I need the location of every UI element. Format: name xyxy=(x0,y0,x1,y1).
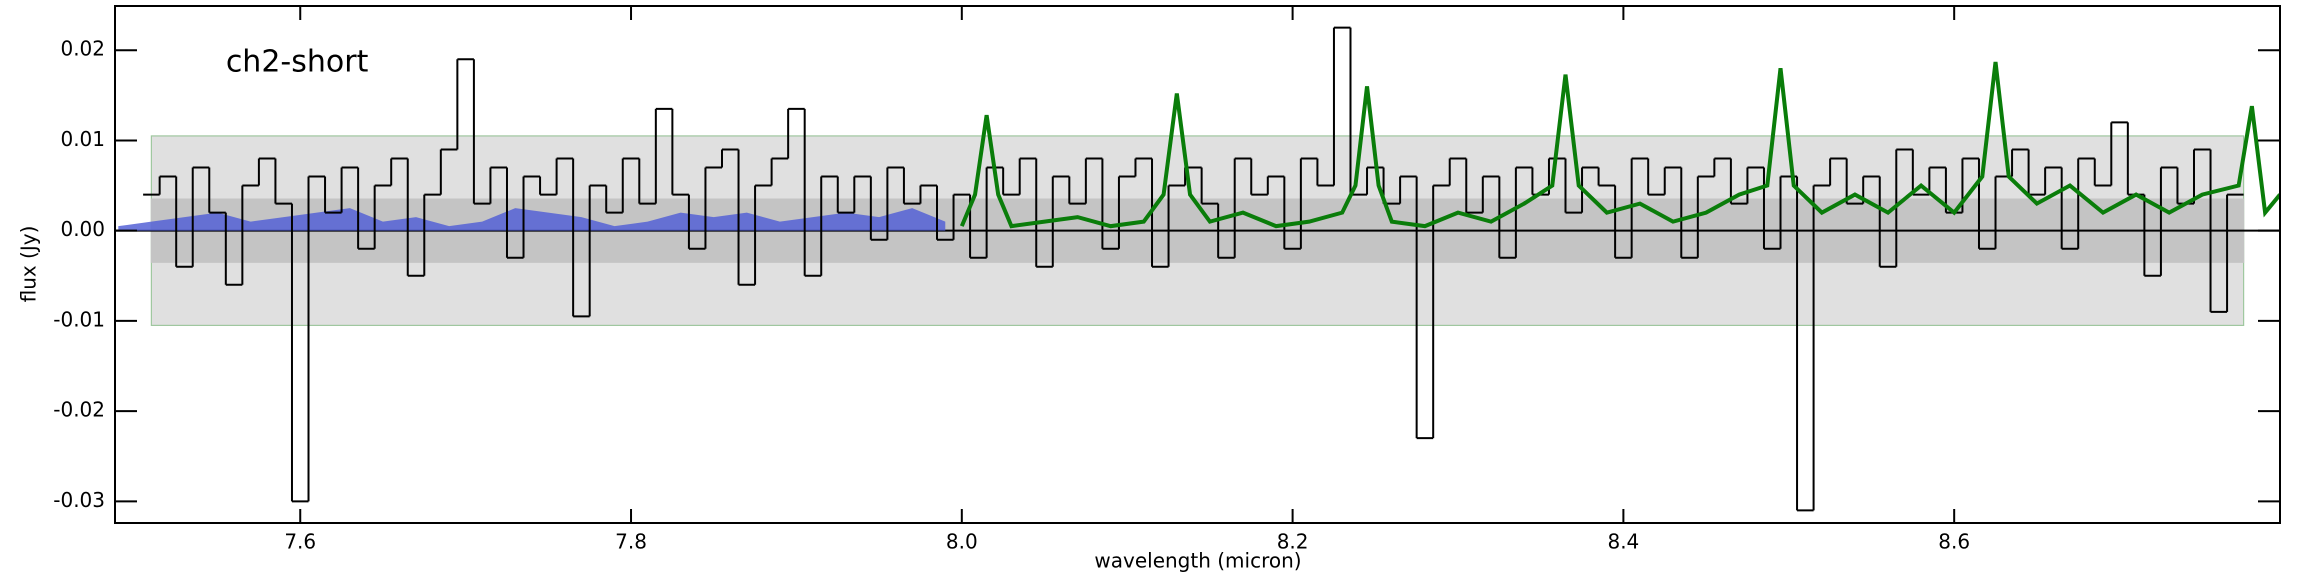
y-tick-label: -0.03 xyxy=(53,488,105,512)
x-tick-label: 7.8 xyxy=(615,530,647,554)
y-tick-label: 0.01 xyxy=(60,127,105,151)
x-tick-label: 8.4 xyxy=(1607,530,1639,554)
y-tick-label: 0.00 xyxy=(60,217,105,241)
x-tick-label: 8.6 xyxy=(1938,530,1970,554)
y-tick-label: 0.02 xyxy=(60,37,105,61)
axes-frame xyxy=(114,5,2281,524)
annotation: ch2-short xyxy=(226,45,369,80)
model-line xyxy=(959,61,2280,229)
y-tick-label: -0.01 xyxy=(53,307,105,331)
y-axis-label: flux (Jy) xyxy=(17,226,41,303)
x-axis-label: wavelength (micron) xyxy=(1094,549,1301,573)
x-tick-label: 8.0 xyxy=(946,530,978,554)
x-tick-label: 7.6 xyxy=(284,530,316,554)
x-tick-label: 8.2 xyxy=(1277,530,1309,554)
step-connector xyxy=(158,27,2229,511)
y-tick-label: -0.02 xyxy=(53,398,105,422)
